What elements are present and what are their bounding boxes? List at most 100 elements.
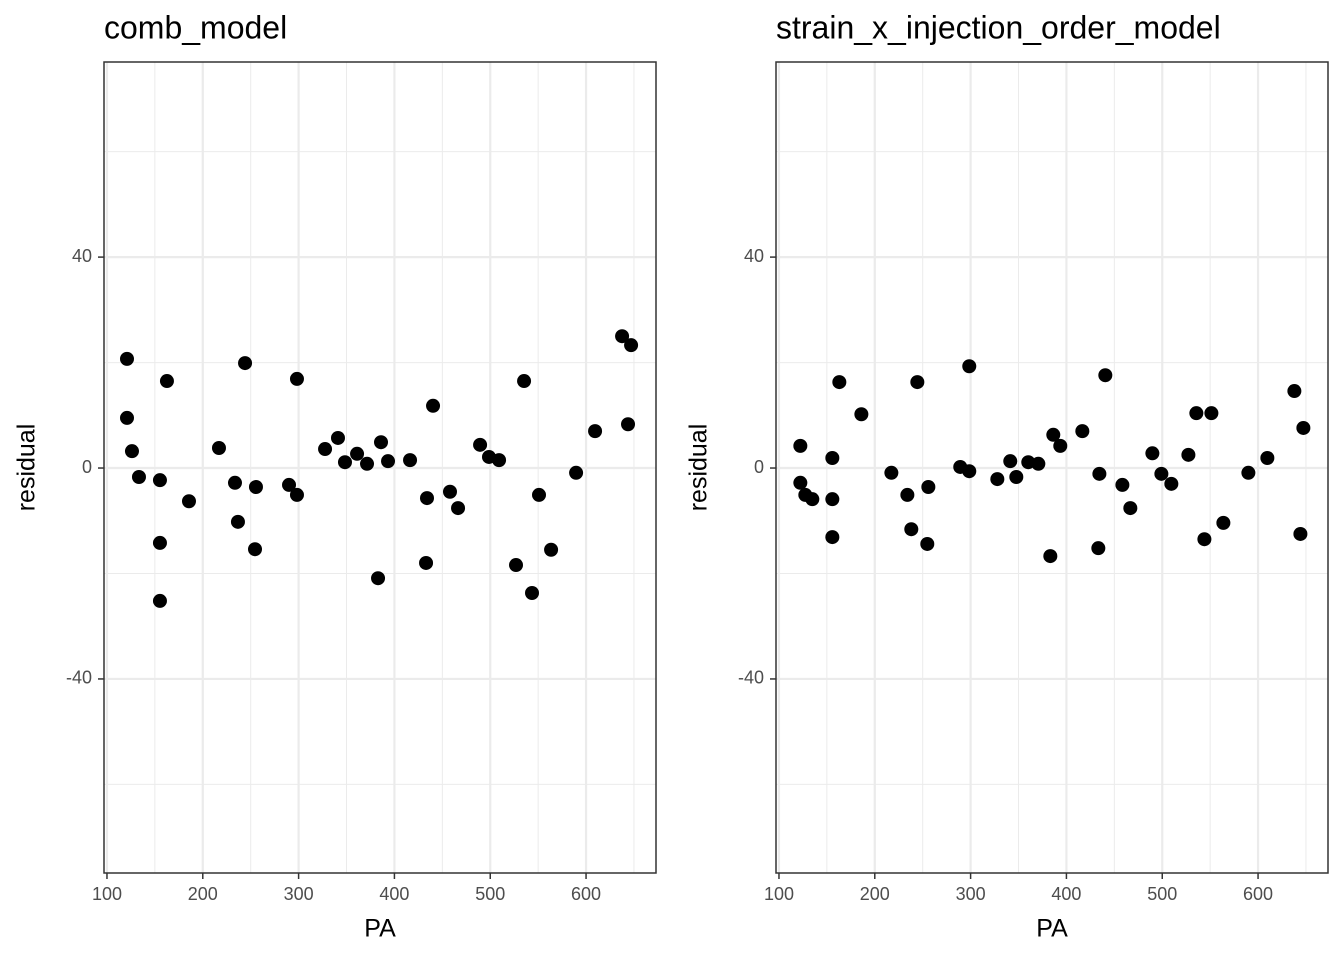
point xyxy=(419,491,434,506)
point xyxy=(1260,451,1275,466)
point xyxy=(1043,549,1058,564)
point xyxy=(1098,368,1113,383)
point xyxy=(119,410,134,425)
point xyxy=(1003,454,1018,469)
x-tick-label: 600 xyxy=(571,884,601,904)
point xyxy=(805,492,820,507)
chart-title: comb_model xyxy=(104,9,287,45)
point xyxy=(544,542,559,557)
point xyxy=(1031,456,1046,471)
point xyxy=(1293,526,1308,541)
panel-border xyxy=(103,61,657,874)
point xyxy=(1123,501,1138,516)
point xyxy=(1154,466,1169,481)
point xyxy=(825,492,840,507)
point xyxy=(426,398,441,413)
x-tick-label: 400 xyxy=(379,884,409,904)
point xyxy=(962,464,977,479)
y-tick-label: -40 xyxy=(738,668,764,688)
point xyxy=(248,542,263,557)
point xyxy=(374,435,389,450)
point xyxy=(884,465,899,480)
point xyxy=(1145,446,1160,461)
point xyxy=(403,453,418,468)
point xyxy=(131,469,146,484)
point xyxy=(159,374,174,389)
point xyxy=(1204,406,1219,421)
x-tick-label: 400 xyxy=(1051,884,1081,904)
point xyxy=(211,440,226,455)
point xyxy=(588,424,603,439)
y-tick-label: 40 xyxy=(744,246,764,266)
point xyxy=(1181,447,1196,462)
y-tick-label: 0 xyxy=(754,457,764,477)
point xyxy=(1216,515,1231,530)
point xyxy=(624,338,639,353)
point xyxy=(1053,438,1068,453)
point xyxy=(1115,477,1130,492)
point xyxy=(569,465,584,480)
chart-title: strain_x_injection_order_model xyxy=(776,9,1221,45)
point xyxy=(1197,532,1212,547)
point xyxy=(525,585,540,600)
point xyxy=(282,477,297,492)
point xyxy=(350,446,365,461)
point xyxy=(451,501,466,516)
point xyxy=(1296,420,1311,435)
point xyxy=(532,487,547,502)
point xyxy=(1189,406,1204,421)
point xyxy=(509,558,524,573)
point xyxy=(337,455,352,470)
x-tick-label: 100 xyxy=(92,884,122,904)
point xyxy=(1241,465,1256,480)
point xyxy=(1287,384,1302,399)
point xyxy=(1046,427,1061,442)
point xyxy=(825,451,840,466)
y-axis-label: residual xyxy=(13,424,41,512)
point xyxy=(900,487,915,502)
point xyxy=(793,438,808,453)
point xyxy=(119,351,134,366)
point xyxy=(318,442,333,457)
panel-border xyxy=(775,61,1329,874)
point xyxy=(289,371,304,386)
point xyxy=(621,417,636,432)
y-tick-label: 40 xyxy=(72,246,92,266)
x-tick-label: 200 xyxy=(860,884,890,904)
point xyxy=(921,480,936,495)
x-axis-label: PA xyxy=(364,915,396,943)
point xyxy=(990,472,1005,487)
x-tick-label: 300 xyxy=(284,884,314,904)
point xyxy=(910,375,925,390)
y-axis-label: residual xyxy=(685,424,713,512)
point xyxy=(854,407,869,422)
x-axis-label: PA xyxy=(1036,915,1068,943)
point xyxy=(442,484,457,499)
point xyxy=(1164,476,1179,491)
point xyxy=(904,522,919,537)
point xyxy=(289,487,304,502)
point xyxy=(793,475,808,490)
point xyxy=(152,593,167,608)
point xyxy=(492,453,507,468)
point xyxy=(615,329,630,344)
point xyxy=(330,430,345,445)
x-tick-label: 100 xyxy=(764,884,794,904)
point xyxy=(962,359,977,374)
point xyxy=(1092,466,1107,481)
point xyxy=(360,456,375,471)
point xyxy=(227,475,242,490)
point xyxy=(1009,469,1024,484)
x-tick-label: 600 xyxy=(1243,884,1273,904)
x-tick-label: 500 xyxy=(1147,884,1177,904)
y-tick-label: 0 xyxy=(82,457,92,477)
point xyxy=(832,375,847,390)
point xyxy=(152,535,167,550)
point xyxy=(181,494,196,509)
point xyxy=(248,480,263,495)
point xyxy=(473,437,488,452)
x-tick-label: 500 xyxy=(475,884,505,904)
point xyxy=(517,374,532,389)
point xyxy=(152,473,167,488)
